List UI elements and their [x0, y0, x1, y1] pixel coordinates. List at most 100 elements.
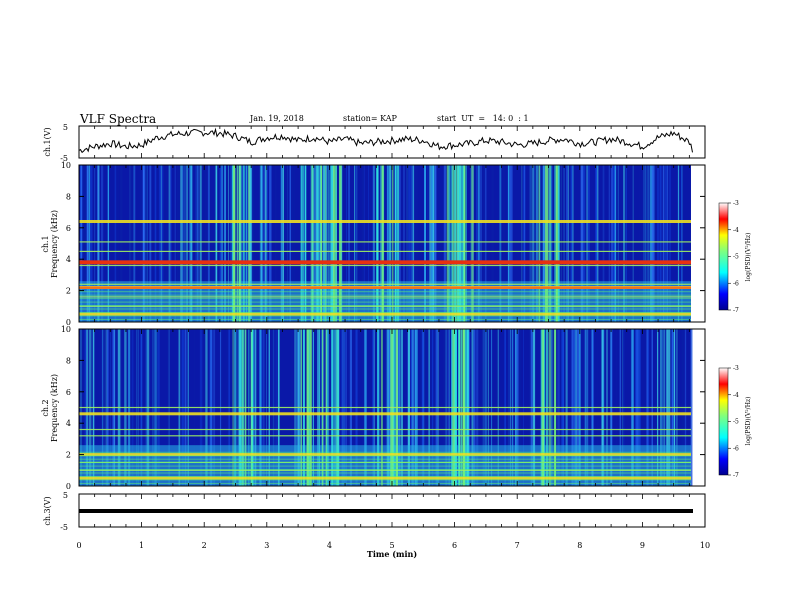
noise-column: [602, 165, 605, 322]
x-tick-label: 6: [452, 541, 457, 550]
noise-column: [690, 329, 693, 486]
burst-streak: [471, 165, 474, 322]
noise-column: [531, 165, 534, 322]
frequency-line: [79, 298, 691, 300]
burst-streak: [558, 165, 559, 322]
noise-column: [208, 165, 210, 322]
colorbar-2: [718, 367, 729, 476]
burst-streak: [448, 165, 451, 322]
noise-column: [313, 165, 315, 322]
noise-column: [88, 165, 91, 322]
noise-column: [570, 165, 573, 322]
noise-column: [229, 165, 231, 322]
burst-streak: [454, 165, 457, 322]
x-tick-label: 0: [76, 541, 81, 550]
noise-column: [101, 165, 104, 322]
burst-streak: [451, 165, 453, 322]
spectrogram-1-ytick-label: 10: [61, 161, 71, 170]
noise-column: [536, 165, 539, 322]
noise-column: [483, 165, 485, 322]
noise-column: [653, 165, 656, 322]
frequency-line: [79, 476, 691, 480]
noise-column: [596, 165, 599, 322]
colorbar-1-tick-label: -6: [733, 280, 739, 287]
burst-streak: [558, 165, 560, 322]
station-label: station= KAP: [343, 114, 397, 123]
burst-streak: [231, 165, 234, 322]
noise-column: [662, 165, 665, 322]
noise-column: [657, 165, 659, 322]
noise-column: [524, 165, 526, 322]
noise-column: [408, 165, 411, 322]
noise-column: [168, 165, 171, 322]
burst-streak: [381, 165, 384, 322]
ch3-panel: 5 -5 ch.3(V): [43, 491, 706, 532]
x-tick-label: 1: [139, 541, 144, 550]
burst-streak: [248, 165, 250, 322]
noise-column: [566, 165, 568, 322]
burst-streak: [392, 165, 394, 322]
noise-column: [183, 165, 185, 322]
noise-column: [602, 165, 605, 322]
noise-column: [107, 165, 109, 322]
frequency-line: [79, 435, 691, 437]
noise-column: [354, 165, 356, 322]
spectrogram-1-ytick-label: 0: [66, 318, 71, 327]
spectrogram-2-ylabel-channel: ch.2: [41, 399, 50, 416]
noise-column: [154, 165, 157, 322]
colorbar-2-label: log(PSD)(V²/Hz): [745, 397, 752, 446]
noise-column: [550, 165, 553, 322]
ch3-ytick-top: 5: [63, 491, 68, 500]
spectrogram-1-ytick-label: 8: [66, 192, 71, 201]
frequency-line: [79, 312, 691, 316]
ch1-panel: 5 -5 ch.1(V): [43, 123, 706, 163]
noise-column: [129, 165, 133, 322]
burst-streak: [459, 165, 461, 322]
noise-column: [613, 165, 615, 322]
noise-column: [355, 165, 356, 322]
noise-column: [199, 165, 202, 322]
burst-streak: [548, 165, 551, 322]
figure-title: VLF Spectra: [80, 112, 157, 126]
x-tick-label: 7: [515, 541, 520, 550]
colorbar-1-tick-label: -7: [733, 307, 739, 314]
noise-column: [632, 165, 634, 322]
noise-column: [346, 165, 347, 322]
frequency-line: [79, 260, 691, 265]
noise-column: [184, 165, 186, 322]
spectrogram-2-ytick-label: 2: [66, 451, 71, 460]
colorbar-2-tick-label: -4: [733, 392, 739, 399]
frequency-line: [79, 462, 691, 464]
noise-column: [161, 165, 164, 322]
noise-column: [361, 165, 364, 322]
burst-streak: [242, 165, 245, 322]
noise-column: [258, 165, 261, 322]
noise-column: [586, 165, 588, 322]
noise-column: [242, 165, 244, 322]
noise-column: [380, 165, 383, 322]
noise-column: [413, 165, 415, 322]
noise-column: [403, 165, 405, 322]
noise-column: [431, 165, 434, 322]
noise-column: [529, 165, 532, 322]
x-tick-label: 8: [577, 541, 582, 550]
x-tick-label: 2: [202, 541, 207, 550]
frequency-line: [79, 465, 691, 467]
noise-column: [315, 165, 318, 322]
noise-column: [411, 165, 414, 322]
spectrogram-2-ytick-label: 0: [66, 482, 71, 491]
noise-column: [280, 165, 283, 322]
noise-column: [196, 165, 198, 322]
noise-column: [623, 165, 626, 322]
spectrogram-2-ylabel-freq: Frequency (kHz): [50, 374, 59, 442]
noise-column: [625, 165, 627, 322]
noise-column: [144, 165, 147, 322]
burst-streak: [339, 165, 342, 322]
noise-column: [608, 165, 611, 322]
noise-column: [263, 165, 265, 322]
noise-column: [260, 165, 263, 322]
spectrogram-2-ytick-label: 4: [66, 419, 71, 428]
noise-column: [665, 165, 667, 322]
